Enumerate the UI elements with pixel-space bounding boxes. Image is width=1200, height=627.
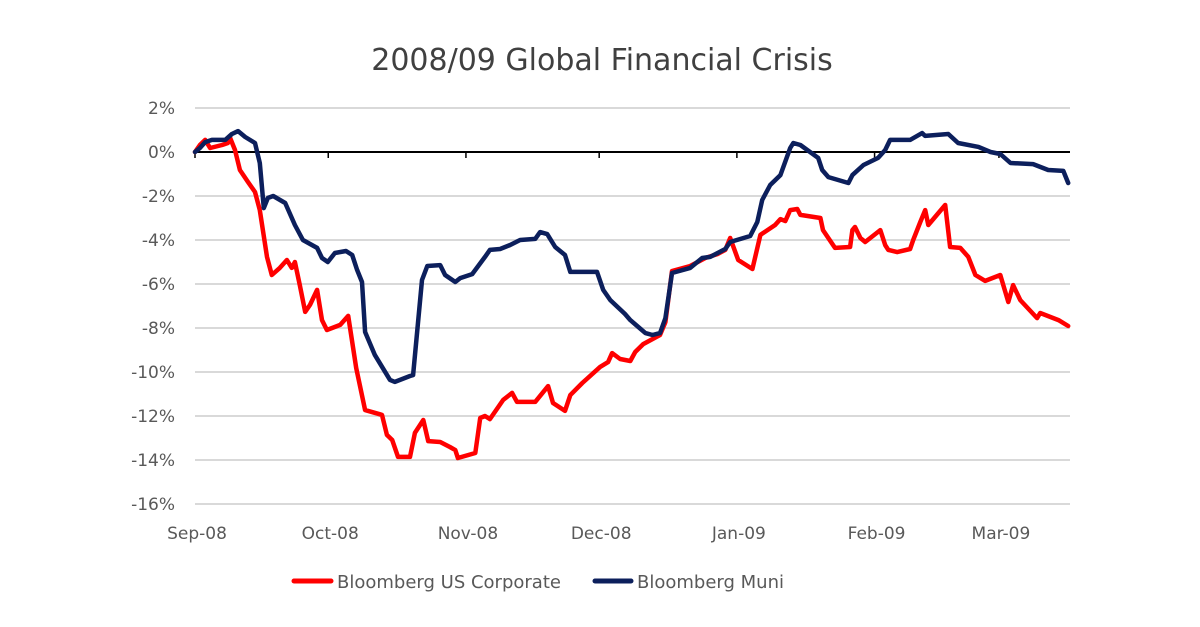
x-axis [194, 151, 1070, 158]
y-tick-label: -6% [142, 275, 175, 295]
chart-title: 2008/09 Global Financial Crisis [371, 43, 833, 78]
y-axis-tick-labels: 2% 0% -2% -4% -6% -8% -10% -12% -14% -16% [131, 99, 175, 515]
y-tick-label: -10% [131, 363, 175, 383]
legend-label-corporate: Bloomberg US Corporate [337, 572, 561, 593]
x-tick-label: Nov-08 [438, 524, 499, 544]
legend-label-muni: Bloomberg Muni [637, 572, 784, 593]
series-line-muni [192, 128, 1071, 385]
x-axis-tick-labels: Sep-08 Oct-08 Nov-08 Dec-08 Jan-09 Feb-09 Mar-… [167, 524, 1030, 544]
x-tick-label: Mar-09 [972, 524, 1031, 544]
y-tick-label: 2% [148, 99, 175, 119]
legend-item-muni[interactable]: Bloomberg Muni [592, 572, 784, 593]
legend-item-corporate[interactable]: Bloomberg US Corporate [291, 572, 561, 593]
x-tick-label: Feb-09 [848, 524, 906, 544]
y-tick-label: 0% [148, 143, 175, 163]
series-line-corporate [192, 135, 1071, 461]
series-lines [192, 128, 1071, 461]
gridlines [195, 107, 1070, 505]
y-tick-label: -8% [142, 319, 175, 339]
y-tick-label: -4% [142, 231, 175, 251]
x-tick-label: Oct-08 [302, 524, 359, 544]
y-tick-label: -14% [131, 451, 175, 471]
x-tick-label: Jan-09 [711, 524, 766, 544]
x-tick-label: Dec-08 [571, 524, 632, 544]
x-tick-label: Sep-08 [167, 524, 227, 544]
legend: Bloomberg US Corporate Bloomberg Muni [291, 572, 784, 593]
y-tick-label: -16% [131, 495, 175, 515]
y-tick-label: -12% [131, 407, 175, 427]
y-tick-label: -2% [142, 187, 175, 207]
